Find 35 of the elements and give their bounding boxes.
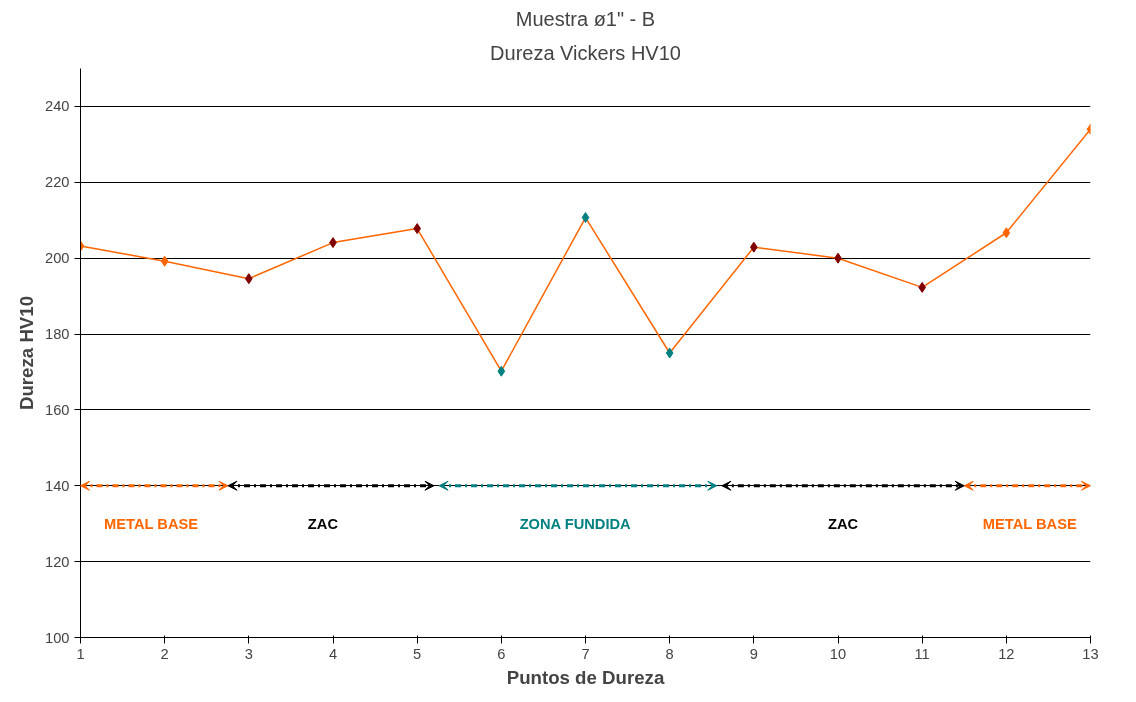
y-tick-label: 140 — [45, 477, 70, 494]
chart-subtitle: Dureza Vickers HV10 — [490, 41, 681, 64]
x-axis-title: Puntos de Dureza — [506, 666, 665, 688]
x-tick-label: 6 — [497, 645, 506, 662]
x-tick-label: 8 — [665, 645, 674, 662]
x-tick-label: 11 — [914, 645, 930, 662]
y-tick-label: 200 — [45, 250, 70, 267]
y-tick-label: 160 — [45, 401, 70, 418]
x-tick-label: 12 — [998, 645, 1015, 662]
point — [1002, 227, 1011, 239]
chart-title: Muestra ø1" - B — [515, 7, 656, 30]
x-tick-label: 4 — [328, 645, 338, 662]
x-tick-label: 3 — [244, 645, 253, 662]
point — [497, 365, 506, 377]
annotation: ZONA FUNDIDA — [519, 515, 632, 532]
x-tick-label: 2 — [160, 645, 169, 662]
annotation: METAL BASE — [982, 515, 1077, 532]
annotation: ZAC — [307, 515, 339, 532]
y-tick-label: 120 — [45, 553, 70, 570]
x-tick-label: 13 — [1082, 645, 1099, 662]
y-tick-label: 180 — [45, 326, 70, 343]
annotation: ZAC — [827, 515, 859, 532]
point — [160, 255, 169, 267]
x-tick-label: 7 — [581, 645, 590, 662]
y-tick-label: 220 — [45, 174, 70, 191]
y-tick-label: 240 — [45, 98, 70, 115]
point — [581, 212, 590, 224]
x-tick-label: 9 — [749, 645, 758, 662]
y-tick-label: 100 — [45, 629, 70, 646]
annotation: METAL BASE — [104, 515, 199, 532]
x-tick-label: 1 — [76, 645, 85, 662]
point — [665, 347, 674, 359]
x-tick-label: 10 — [829, 645, 847, 662]
y-axis-title: Dureza HV10 — [16, 295, 38, 411]
x-tick-label: 5 — [413, 645, 422, 662]
